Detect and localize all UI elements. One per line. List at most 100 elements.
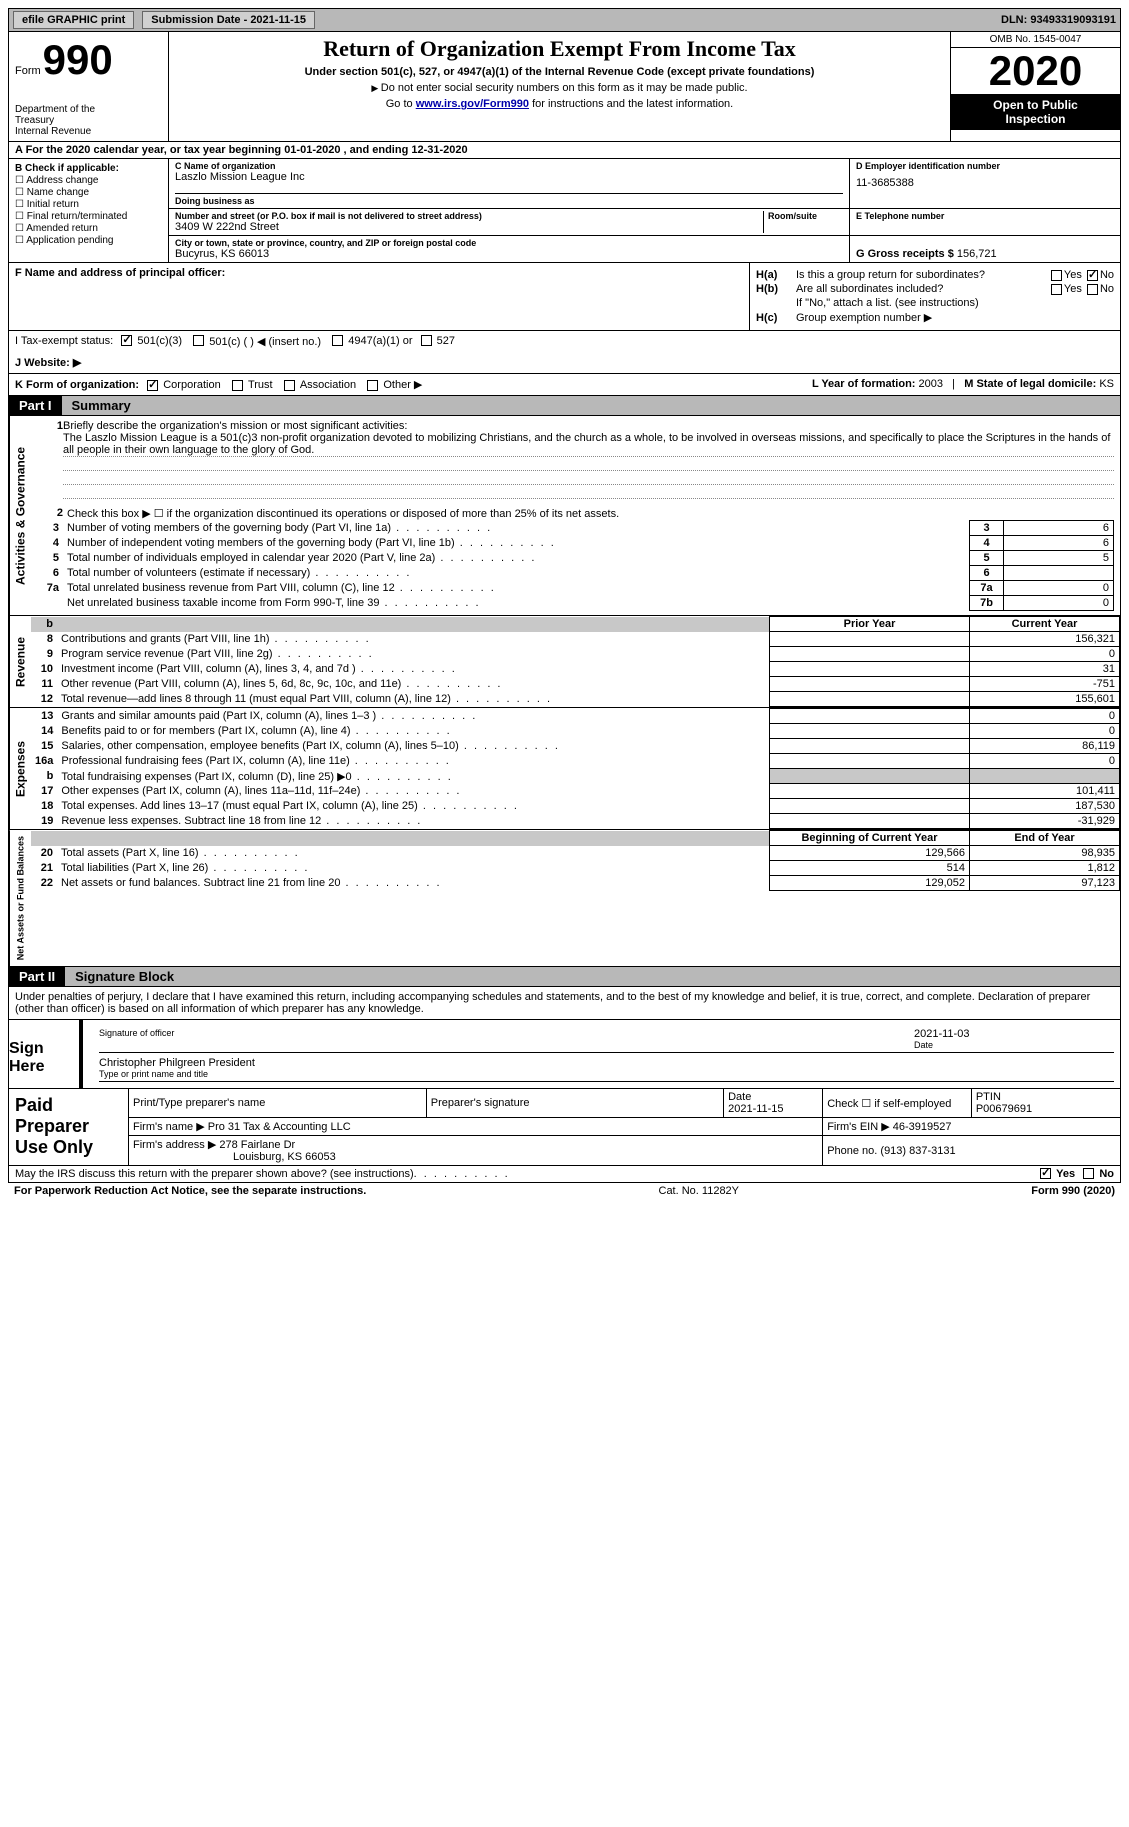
cb-initial-return[interactable]: ☐ Initial return bbox=[15, 199, 162, 210]
discuss-yes-checkbox[interactable] bbox=[1040, 1168, 1051, 1179]
cb-amended[interactable]: ☐ Amended return bbox=[15, 223, 162, 234]
addr-value: 3409 W 222nd Street bbox=[175, 221, 763, 233]
ein-value: 11-3685388 bbox=[856, 177, 1114, 189]
submission-button[interactable]: Submission Date - 2021-11-15 bbox=[142, 11, 315, 29]
irs-link[interactable]: www.irs.gov/Form990 bbox=[416, 98, 529, 110]
prep-date-label: Date bbox=[728, 1091, 818, 1103]
gross-value: 156,721 bbox=[957, 248, 997, 260]
room-label: Room/suite bbox=[768, 211, 843, 221]
hb-no-checkbox[interactable] bbox=[1087, 284, 1098, 295]
city-value: Bucyrus, KS 66013 bbox=[175, 248, 843, 260]
k-trust-checkbox[interactable] bbox=[232, 380, 243, 391]
ein-label: D Employer identification number bbox=[856, 161, 1114, 171]
note-ssn: Do not enter social security numbers on … bbox=[175, 82, 944, 94]
addr-label: Number and street (or P.O. box if mail i… bbox=[175, 211, 763, 221]
k-other-checkbox[interactable] bbox=[367, 380, 378, 391]
hb-yes-checkbox[interactable] bbox=[1051, 284, 1062, 295]
firm-addr-label: Firm's address ▶ bbox=[133, 1139, 216, 1151]
part1-num: Part I bbox=[9, 396, 62, 415]
expenses-table: 13Grants and similar amounts paid (Part … bbox=[31, 708, 1120, 829]
cb-final-return[interactable]: ☐ Final return/terminated bbox=[15, 211, 162, 222]
cb-name-change[interactable]: ☐ Name change bbox=[15, 187, 162, 198]
revenue-label: Revenue bbox=[9, 616, 31, 707]
form-header: Form 990 Department of the Treasury Inte… bbox=[8, 32, 1121, 142]
footer-right: Form 990 (2020) bbox=[1031, 1185, 1115, 1197]
governance-table: 3Number of voting members of the governi… bbox=[37, 520, 1114, 611]
hc-text: Group exemption number ▶ bbox=[796, 311, 932, 324]
ha-yes-checkbox[interactable] bbox=[1051, 270, 1062, 281]
ha-no-checkbox[interactable] bbox=[1087, 270, 1098, 281]
k-corp-checkbox[interactable] bbox=[147, 380, 158, 391]
sign-here-label: Sign Here bbox=[9, 1020, 79, 1088]
omb-number: OMB No. 1545-0047 bbox=[951, 32, 1120, 48]
i-527-checkbox[interactable] bbox=[421, 335, 432, 346]
firm-ein-label: Firm's EIN ▶ bbox=[827, 1121, 890, 1133]
part2-header: Part II Signature Block bbox=[8, 967, 1121, 987]
efile-button[interactable]: efile GRAPHIC print bbox=[13, 11, 134, 29]
dba-label: Doing business as bbox=[175, 193, 843, 206]
cb-address-change[interactable]: ☐ Address change bbox=[15, 175, 162, 186]
netassets-section: Net Assets or Fund Balances Beginning of… bbox=[8, 830, 1121, 967]
prep-name-label: Print/Type preparer's name bbox=[133, 1097, 422, 1109]
form-label: Form bbox=[15, 65, 41, 77]
col-cd: C Name of organization Laszlo Mission Le… bbox=[169, 159, 1120, 262]
ha-text: Is this a group return for subordinates? bbox=[796, 269, 985, 281]
preparer-table: Print/Type preparer's name Preparer's si… bbox=[129, 1089, 1120, 1165]
row-i: I Tax-exempt status: 501(c)(3) 501(c) ( … bbox=[8, 331, 1121, 352]
header-right: OMB No. 1545-0047 2020 Open to Public In… bbox=[950, 32, 1120, 141]
prep-phone: (913) 837-3131 bbox=[880, 1145, 955, 1157]
l-label: L Year of formation: bbox=[812, 378, 916, 390]
row-a-calendar-year: A For the 2020 calendar year, or tax yea… bbox=[8, 142, 1121, 159]
c-name-label: C Name of organization bbox=[175, 161, 843, 171]
netassets-label: Net Assets or Fund Balances bbox=[9, 830, 31, 966]
form-title: Return of Organization Exempt From Incom… bbox=[175, 36, 944, 62]
discuss-no-checkbox[interactable] bbox=[1083, 1168, 1094, 1179]
form-number: 990 bbox=[43, 36, 113, 84]
expenses-section: Expenses 13Grants and similar amounts pa… bbox=[8, 708, 1121, 830]
i-501c3-checkbox[interactable] bbox=[121, 335, 132, 346]
col-b: B Check if applicable: ☐ Address change … bbox=[9, 159, 169, 262]
firm-name: Pro 31 Tax & Accounting LLC bbox=[208, 1121, 351, 1133]
k-assoc-checkbox[interactable] bbox=[284, 380, 295, 391]
dept-line2: Treasury bbox=[15, 115, 162, 126]
i-4947-checkbox[interactable] bbox=[332, 335, 343, 346]
phone-label: E Telephone number bbox=[856, 211, 1114, 221]
discuss-text: May the IRS discuss this return with the… bbox=[15, 1168, 414, 1180]
perjury-statement: Under penalties of perjury, I declare th… bbox=[8, 987, 1121, 1020]
gross-label: G Gross receipts $ bbox=[856, 248, 954, 260]
hb-note: If "No," attach a list. (see instruction… bbox=[796, 297, 979, 309]
m-label: M State of legal domicile: bbox=[964, 378, 1096, 390]
cb-app-pending[interactable]: ☐ Application pending bbox=[15, 235, 162, 246]
hc-label: H(c) bbox=[756, 312, 796, 324]
discuss-row: May the IRS discuss this return with the… bbox=[8, 1166, 1121, 1183]
preparer-block: Paid Preparer Use Only Print/Type prepar… bbox=[8, 1089, 1121, 1166]
hb-text: Are all subordinates included? bbox=[796, 283, 943, 295]
line1-text: Briefly describe the organization's miss… bbox=[63, 420, 1114, 432]
section-h: H(a) Is this a group return for subordin… bbox=[750, 263, 1120, 330]
prep-sig-label: Preparer's signature bbox=[431, 1097, 719, 1109]
prep-check-label: Check ☐ if self-employed bbox=[827, 1097, 967, 1110]
part2-title: Signature Block bbox=[65, 967, 1120, 986]
expenses-label: Expenses bbox=[9, 708, 31, 829]
dln-text: DLN: 93493319093191 bbox=[1001, 14, 1116, 26]
i-label: I Tax-exempt status: bbox=[15, 335, 113, 348]
sig-officer-label: Signature of officer bbox=[99, 1028, 914, 1038]
prep-date-value: 2021-11-15 bbox=[728, 1103, 818, 1115]
j-label: J Website: ▶ bbox=[15, 356, 81, 369]
l-value: 2003 bbox=[919, 378, 943, 390]
revenue-section: Revenue bPrior YearCurrent Year8Contribu… bbox=[8, 616, 1121, 708]
dept-line3: Internal Revenue bbox=[15, 126, 162, 137]
ptin-value: P00679691 bbox=[976, 1103, 1116, 1115]
row-j: J Website: ▶ bbox=[8, 352, 1121, 374]
ptin-label: PTIN bbox=[976, 1091, 1116, 1103]
section-f: F Name and address of principal officer: bbox=[9, 263, 750, 330]
type-label: Type or print name and title bbox=[99, 1069, 1114, 1079]
section-bcdeg: B Check if applicable: ☐ Address change … bbox=[8, 159, 1121, 263]
note-goto-pre: Go to bbox=[386, 98, 416, 110]
hb-label: H(b) bbox=[756, 283, 796, 295]
firm-ein: 46-3919527 bbox=[893, 1121, 952, 1133]
i-501c-checkbox[interactable] bbox=[193, 335, 204, 346]
form-subtitle: Under section 501(c), 527, or 4947(a)(1)… bbox=[175, 66, 944, 78]
row-klm: K Form of organization: Corporation Trus… bbox=[8, 374, 1121, 396]
part1-title: Summary bbox=[62, 396, 1120, 415]
